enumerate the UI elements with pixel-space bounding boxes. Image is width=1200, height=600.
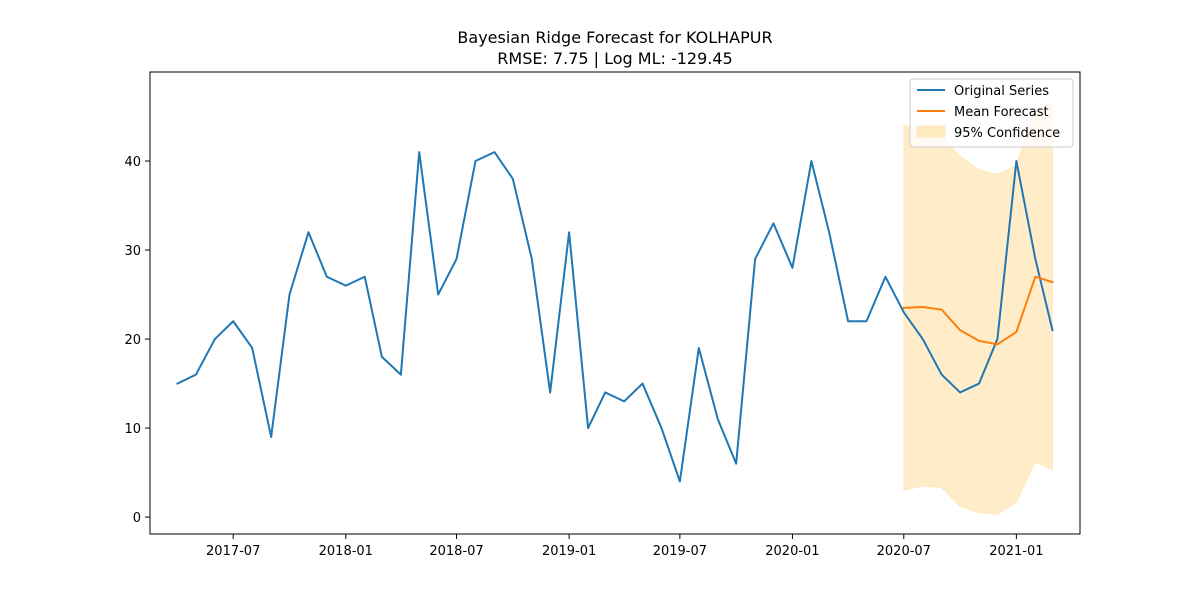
- legend-label-mean-forecast: Mean Forecast: [954, 105, 1049, 120]
- chart-subtitle: RMSE: 7.75 | Log ML: -129.45: [497, 49, 732, 68]
- x-tick-label: 2021-01: [989, 544, 1043, 559]
- x-tick-label: 2019-07: [653, 544, 707, 559]
- x-tick-label: 2018-01: [319, 544, 373, 559]
- x-tick-label: 2020-01: [765, 544, 819, 559]
- x-tick-label: 2019-01: [542, 544, 596, 559]
- original-series-line: [176, 151, 1054, 483]
- mean-forecast-line: [902, 275, 1054, 346]
- legend-swatch-confidence: [916, 125, 946, 138]
- x-tick-label: 2018-07: [429, 544, 483, 559]
- y-tick-label: 40: [124, 155, 141, 170]
- y-tick-label: 20: [124, 333, 141, 348]
- y-axis: 0 10 20 30 40: [124, 155, 150, 526]
- legend-label-original-series: Original Series: [954, 84, 1049, 99]
- y-tick-label: 10: [124, 422, 141, 437]
- legend: Original Series Mean Forecast 95% Confid…: [909, 78, 1074, 148]
- y-tick-label: 30: [124, 244, 141, 259]
- confidence-band-layer: [903, 102, 1053, 515]
- x-axis: 2017-07 2018-01 2018-07 2019-01 2019-07 2020-…: [206, 534, 1044, 559]
- y-tick-label: 0: [133, 511, 141, 526]
- x-tick-label: 2017-07: [206, 544, 260, 559]
- legend-box: [909, 78, 1074, 148]
- legend-label-confidence: 95% Confidence: [954, 126, 1060, 141]
- chart-title: Bayesian Ridge Forecast for KOLHAPUR: [457, 28, 772, 47]
- x-tick-label: 2020-07: [877, 544, 931, 559]
- confidence-band: [903, 102, 1053, 515]
- axes-frame: [149, 71, 1081, 535]
- series-layer: [176, 151, 1054, 483]
